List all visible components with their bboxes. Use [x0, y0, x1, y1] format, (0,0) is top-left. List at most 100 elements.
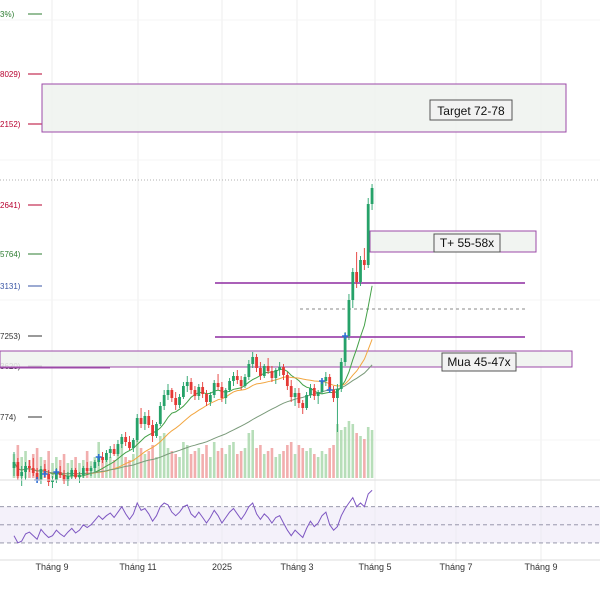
candle-body	[205, 394, 208, 402]
price-zones[interactable]: Target 72-78 T+ 55-58x Mua 45-47x	[0, 83, 573, 372]
candle-body	[228, 381, 231, 390]
candle-body	[85, 468, 89, 471]
candle-body	[197, 387, 201, 396]
candle-body	[170, 390, 174, 398]
volume-bar	[270, 448, 274, 478]
candle-body	[162, 395, 166, 406]
moving-averages	[13, 285, 373, 477]
signal-marker	[41, 471, 48, 477]
candle-body	[243, 377, 247, 386]
candle-body	[255, 357, 258, 368]
volume-bar	[47, 451, 50, 478]
candle-body	[262, 366, 266, 376]
candle-body	[151, 425, 154, 436]
volume-bar	[55, 457, 58, 478]
volume-bar	[282, 451, 285, 478]
candle-body	[81, 468, 85, 475]
volume-bar	[309, 448, 312, 478]
candle-body	[105, 453, 108, 460]
volume-bar	[293, 454, 297, 478]
candle-body	[220, 387, 224, 398]
volume-bar	[212, 442, 216, 478]
volume-bar	[193, 451, 197, 478]
volume-bar	[301, 448, 305, 478]
volume-bar	[205, 445, 208, 478]
ma-10-line	[13, 285, 373, 477]
volume-bar	[236, 454, 239, 478]
zone-label: T+ 55-58x	[440, 236, 494, 250]
candle-body	[89, 468, 93, 471]
volume-bar	[228, 445, 231, 478]
candle-body	[178, 397, 181, 405]
candle-body	[355, 272, 359, 282]
candle-body	[193, 390, 197, 396]
volume-bar	[147, 451, 151, 478]
x-tick-label: Tháng 3	[280, 562, 313, 572]
volume-bar	[297, 445, 301, 478]
candle-body	[58, 472, 62, 475]
candle-body	[120, 437, 124, 444]
volume-bar	[197, 448, 201, 478]
volume-bar	[128, 460, 131, 478]
candle-body	[66, 476, 70, 481]
candle-body	[78, 475, 81, 477]
rsi-band	[0, 506, 600, 543]
volume-bar	[35, 448, 39, 478]
signal-marker	[342, 333, 349, 339]
price-level-label: 774)	[0, 413, 16, 422]
candle-body	[74, 470, 77, 477]
price-level-label: 2152)	[0, 120, 21, 129]
candle-body	[208, 395, 212, 402]
candle-body	[332, 390, 335, 398]
volume-bar	[155, 457, 158, 478]
candle-body	[285, 375, 289, 386]
x-tick-label: Tháng 7	[439, 562, 472, 572]
candle-body	[135, 418, 139, 440]
volume-bar	[116, 445, 120, 478]
volume-bar	[166, 448, 170, 478]
candle-body	[224, 390, 228, 398]
volume-bar	[62, 454, 66, 478]
x-tick-label: Tháng 9	[35, 562, 68, 572]
candle-body	[247, 364, 251, 377]
candle-body	[128, 442, 131, 448]
volume-bar	[355, 433, 358, 478]
price-level-label: 3131)	[0, 282, 21, 291]
signal-marker	[95, 454, 102, 460]
candle-body	[16, 462, 20, 476]
volume-bar	[320, 451, 324, 478]
candle-body	[116, 444, 120, 454]
candle-body	[301, 403, 305, 408]
volume-bar	[209, 457, 212, 478]
candle-body	[131, 440, 135, 448]
zone-label-box	[429, 99, 513, 121]
volume-bar	[170, 451, 174, 478]
volume-bar	[266, 451, 270, 478]
candle-body	[239, 380, 243, 386]
volume-bar	[124, 457, 127, 478]
volume-bar	[232, 442, 235, 478]
volume-bar	[343, 427, 347, 478]
volume-bar	[132, 454, 135, 478]
price-level-label: 2641)	[0, 201, 21, 210]
volume-bar	[262, 454, 266, 478]
candle-body	[351, 272, 355, 300]
x-tick-label: Tháng 5	[358, 562, 391, 572]
volume-bar	[324, 454, 328, 478]
candle-body	[124, 437, 128, 442]
candle-body	[359, 260, 362, 282]
candle-body	[51, 480, 54, 482]
candle-body	[93, 462, 97, 468]
candle-body	[201, 387, 205, 394]
candle-body	[12, 462, 16, 468]
candle-body	[28, 466, 31, 468]
candle-body	[216, 383, 220, 387]
ma-50-line	[13, 364, 373, 475]
candle-body	[212, 383, 216, 395]
volume-bar	[239, 451, 243, 478]
candle-body	[339, 362, 343, 389]
candle-body	[189, 382, 193, 390]
support-resistance-lines	[0, 282, 525, 369]
volume-bar	[220, 448, 224, 478]
